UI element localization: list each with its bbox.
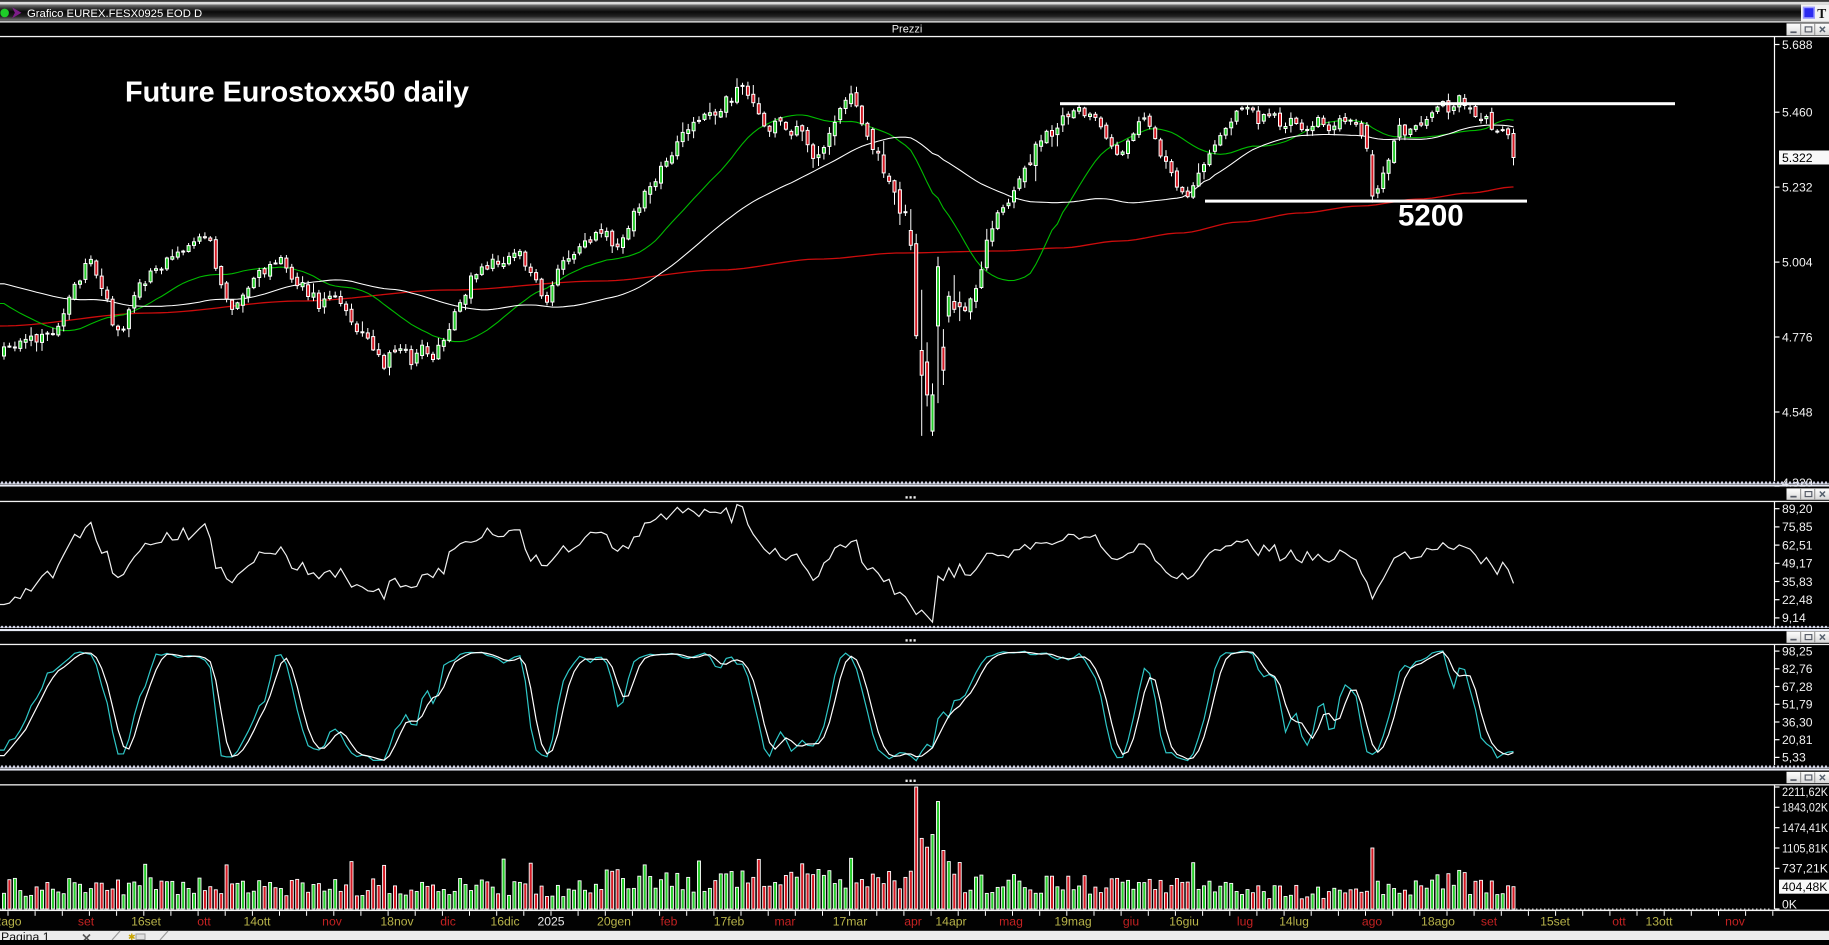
svg-text:49,17: 49,17 <box>1782 557 1813 571</box>
svg-text:19mag: 19mag <box>1054 915 1091 929</box>
svg-text:5.322: 5.322 <box>1782 151 1813 165</box>
svg-text:16set: 16set <box>131 915 161 929</box>
svg-text:14apr: 14apr <box>935 915 966 929</box>
svg-text:5.688: 5.688 <box>1782 38 1813 52</box>
svg-text:2ago: 2ago <box>0 915 22 929</box>
svg-text:T: T <box>1817 6 1826 21</box>
svg-text:mag: mag <box>999 915 1023 929</box>
svg-text:18nov: 18nov <box>380 915 414 929</box>
svg-text:feb: feb <box>661 915 678 929</box>
svg-text:1105,81K: 1105,81K <box>1782 841 1828 855</box>
svg-text:Prezzi: Prezzi <box>892 24 923 36</box>
svg-text:16giu: 16giu <box>1169 915 1199 929</box>
svg-text:5.460: 5.460 <box>1782 106 1813 120</box>
svg-text:ott: ott <box>1612 915 1626 929</box>
svg-text:0K: 0K <box>1782 897 1797 911</box>
svg-text:5.004: 5.004 <box>1782 255 1813 269</box>
svg-text:75,85: 75,85 <box>1782 520 1813 534</box>
svg-text:13ott: 13ott <box>1645 915 1673 929</box>
svg-text:17mar: 17mar <box>833 915 868 929</box>
svg-text:2025: 2025 <box>537 915 564 929</box>
svg-text:404,48K: 404,48K <box>1782 880 1827 894</box>
svg-text:22,48: 22,48 <box>1782 593 1813 607</box>
svg-text:giu: giu <box>1123 915 1139 929</box>
svg-text:1474,41K: 1474,41K <box>1782 821 1828 835</box>
svg-text:✱: ✱ <box>128 932 136 940</box>
svg-text:14lug: 14lug <box>1279 915 1309 929</box>
svg-text:20gen: 20gen <box>597 915 631 929</box>
svg-text:2211,62K: 2211,62K <box>1782 785 1828 799</box>
svg-text:15set: 15set <box>1540 915 1570 929</box>
svg-text:Future Eurostoxx50 daily: Future Eurostoxx50 daily <box>125 77 469 109</box>
svg-text:17feb: 17feb <box>714 915 745 929</box>
svg-text:Pagina 1: Pagina 1 <box>1 930 50 940</box>
svg-text:set: set <box>1481 915 1498 929</box>
svg-text:5200: 5200 <box>1398 200 1464 233</box>
svg-text:4.776: 4.776 <box>1782 330 1813 344</box>
svg-text:1843,02K: 1843,02K <box>1782 801 1828 815</box>
svg-text:89,20: 89,20 <box>1782 502 1813 516</box>
svg-text:ott: ott <box>197 915 211 929</box>
svg-text:67,28: 67,28 <box>1782 680 1813 694</box>
svg-text:dic: dic <box>440 915 456 929</box>
svg-text:98,25: 98,25 <box>1782 644 1813 658</box>
svg-text:lug: lug <box>1237 915 1253 929</box>
svg-text:16dic: 16dic <box>490 915 519 929</box>
svg-text:5.232: 5.232 <box>1782 180 1813 194</box>
svg-text:nov: nov <box>322 915 343 929</box>
svg-text:9,14: 9,14 <box>1782 611 1806 625</box>
svg-text:set: set <box>78 915 95 929</box>
svg-text:82,76: 82,76 <box>1782 662 1813 676</box>
svg-text:737,21K: 737,21K <box>1782 862 1828 876</box>
svg-text:apr: apr <box>904 915 922 929</box>
svg-text:5,33: 5,33 <box>1782 751 1806 765</box>
svg-text:mar: mar <box>775 915 796 929</box>
svg-text:18ago: 18ago <box>1421 915 1455 929</box>
svg-text:35,83: 35,83 <box>1782 575 1813 589</box>
svg-text:14ott: 14ott <box>243 915 271 929</box>
svg-text:20,81: 20,81 <box>1782 733 1813 747</box>
svg-text:62,51: 62,51 <box>1782 538 1813 552</box>
svg-text:nov: nov <box>1725 915 1746 929</box>
svg-text:ago: ago <box>1362 915 1383 929</box>
svg-text:4.548: 4.548 <box>1782 405 1813 419</box>
svg-text:Grafico EUREX.FESX0925 EOD D: Grafico EUREX.FESX0925 EOD D <box>27 8 202 20</box>
svg-text:36,30: 36,30 <box>1782 715 1813 729</box>
svg-text:51,79: 51,79 <box>1782 698 1813 712</box>
